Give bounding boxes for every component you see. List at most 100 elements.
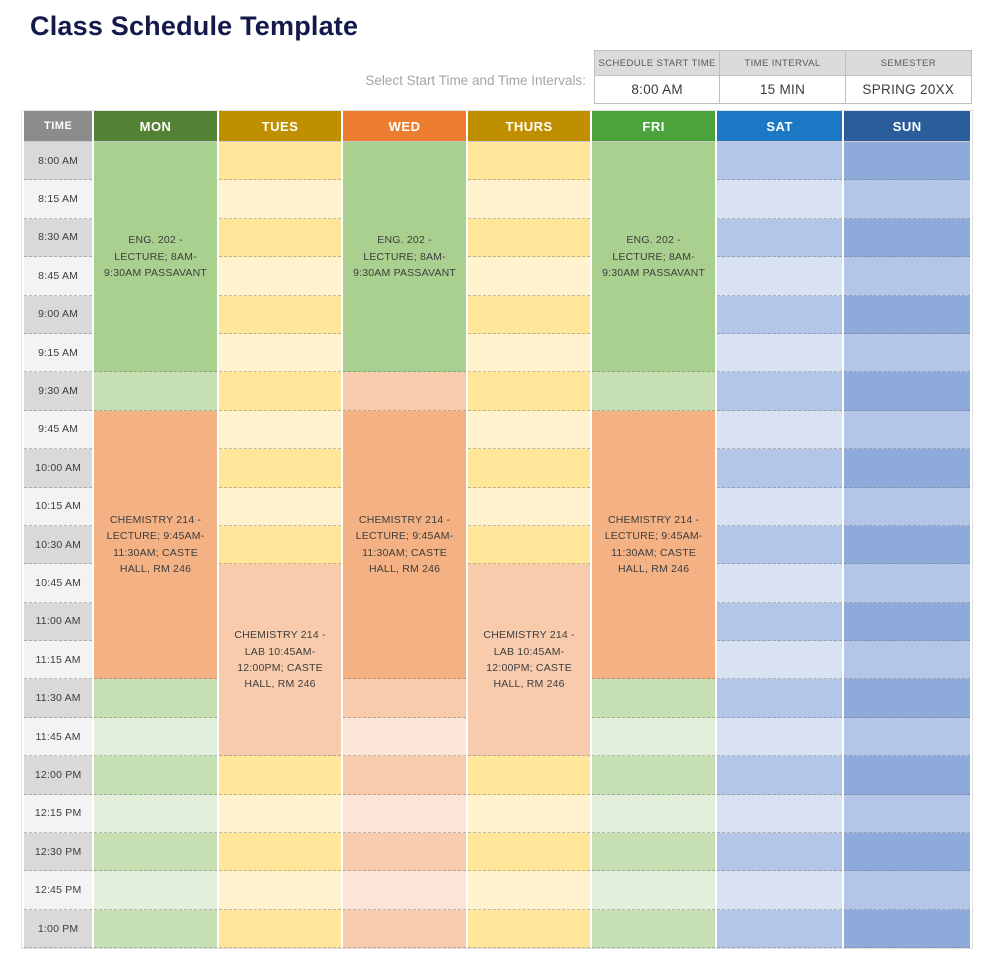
cell-mon-16[interactable] [94, 756, 217, 795]
cell-mon-14[interactable] [94, 679, 217, 718]
cell-thurs-1[interactable] [467, 180, 591, 219]
cell-thurs-16[interactable] [467, 756, 591, 795]
event-thurs-11[interactable]: CHEMISTRY 214 - LAB 10:45AM-12:00PM; CAS… [467, 564, 591, 757]
cell-tues-0[interactable] [218, 142, 342, 181]
cell-sun-12[interactable] [844, 602, 970, 642]
cell-fri-18[interactable] [592, 833, 715, 872]
cell-sat-7[interactable] [716, 410, 843, 450]
cell-wed-18[interactable] [343, 833, 466, 872]
cell-sun-10[interactable] [844, 525, 970, 565]
cell-thurs-0[interactable] [467, 142, 591, 181]
cell-tues-16[interactable] [218, 756, 342, 795]
cell-sat-12[interactable] [716, 602, 843, 642]
cell-mon-20[interactable] [94, 909, 217, 949]
cell-sun-13[interactable] [844, 641, 970, 680]
cell-sun-9[interactable] [844, 487, 970, 526]
cell-sun-14[interactable] [844, 679, 970, 718]
cell-wed-14[interactable] [343, 679, 466, 718]
cell-tues-18[interactable] [218, 833, 342, 872]
cell-sat-2[interactable] [716, 218, 843, 258]
cell-sat-17[interactable] [716, 794, 843, 834]
cell-thurs-4[interactable] [467, 295, 591, 334]
cell-sat-16[interactable] [716, 756, 843, 795]
cell-tues-5[interactable] [218, 333, 342, 373]
cell-fri-17[interactable] [592, 794, 715, 834]
cell-fri-14[interactable] [592, 679, 715, 718]
cell-fri-20[interactable] [592, 909, 715, 949]
event-wed-7[interactable]: CHEMISTRY 214 - LECTURE; 9:45AM-11:30AM;… [343, 410, 466, 680]
cell-sat-20[interactable] [716, 909, 843, 949]
cell-sat-14[interactable] [716, 679, 843, 718]
cell-sun-2[interactable] [844, 218, 970, 258]
cell-tues-7[interactable] [218, 410, 342, 450]
cell-tues-3[interactable] [218, 257, 342, 296]
cell-sat-19[interactable] [716, 871, 843, 910]
cell-sat-15[interactable] [716, 717, 843, 757]
cell-sat-4[interactable] [716, 295, 843, 334]
cell-mon-18[interactable] [94, 833, 217, 872]
cell-sun-0[interactable] [844, 142, 970, 181]
cell-fri-15[interactable] [592, 717, 715, 757]
cell-thurs-19[interactable] [467, 871, 591, 910]
cell-sun-1[interactable] [844, 180, 970, 219]
cell-tues-8[interactable] [218, 449, 342, 488]
event-mon-7[interactable]: CHEMISTRY 214 - LECTURE; 9:45AM-11:30AM;… [94, 410, 217, 680]
cell-mon-6[interactable] [94, 372, 217, 411]
cell-sun-16[interactable] [844, 756, 970, 795]
cell-thurs-8[interactable] [467, 449, 591, 488]
cell-sun-15[interactable] [844, 717, 970, 757]
cell-sat-8[interactable] [716, 449, 843, 488]
cell-tues-9[interactable] [218, 487, 342, 526]
event-tues-11[interactable]: CHEMISTRY 214 - LAB 10:45AM-12:00PM; CAS… [218, 564, 342, 757]
cell-sun-8[interactable] [844, 449, 970, 488]
cell-sat-6[interactable] [716, 372, 843, 411]
semester-value[interactable]: SPRING 20XX [845, 76, 971, 103]
time-interval-value[interactable]: 15 MIN [720, 76, 846, 103]
cell-tues-2[interactable] [218, 218, 342, 258]
cell-fri-16[interactable] [592, 756, 715, 795]
cell-thurs-10[interactable] [467, 525, 591, 565]
cell-sat-11[interactable] [716, 564, 843, 603]
schedule-start-time-value[interactable]: 8:00 AM [595, 76, 721, 103]
cell-thurs-20[interactable] [467, 909, 591, 949]
cell-sat-3[interactable] [716, 257, 843, 296]
cell-thurs-9[interactable] [467, 487, 591, 526]
cell-sun-19[interactable] [844, 871, 970, 910]
cell-sat-13[interactable] [716, 641, 843, 680]
cell-thurs-6[interactable] [467, 372, 591, 411]
cell-tues-1[interactable] [218, 180, 342, 219]
cell-mon-19[interactable] [94, 871, 217, 910]
cell-tues-10[interactable] [218, 525, 342, 565]
cell-wed-19[interactable] [343, 871, 466, 910]
cell-sun-20[interactable] [844, 909, 970, 949]
cell-wed-15[interactable] [343, 717, 466, 757]
cell-mon-15[interactable] [94, 717, 217, 757]
cell-fri-6[interactable] [592, 372, 715, 411]
event-fri-7[interactable]: CHEMISTRY 214 - LECTURE; 9:45AM-11:30AM;… [592, 410, 715, 680]
cell-thurs-3[interactable] [467, 257, 591, 296]
cell-thurs-2[interactable] [467, 218, 591, 258]
cell-sat-0[interactable] [716, 142, 843, 181]
cell-sun-6[interactable] [844, 372, 970, 411]
cell-wed-6[interactable] [343, 372, 466, 411]
cell-tues-20[interactable] [218, 909, 342, 949]
cell-sat-18[interactable] [716, 833, 843, 872]
cell-wed-17[interactable] [343, 794, 466, 834]
cell-tues-17[interactable] [218, 794, 342, 834]
event-mon-0[interactable]: ENG. 202 - LECTURE; 8AM-9:30AM PASSAVANT [94, 142, 217, 373]
cell-sun-17[interactable] [844, 794, 970, 834]
cell-tues-6[interactable] [218, 372, 342, 411]
cell-sun-11[interactable] [844, 564, 970, 603]
cell-sun-18[interactable] [844, 833, 970, 872]
cell-wed-20[interactable] [343, 909, 466, 949]
cell-thurs-18[interactable] [467, 833, 591, 872]
cell-sat-1[interactable] [716, 180, 843, 219]
cell-thurs-5[interactable] [467, 333, 591, 373]
cell-thurs-17[interactable] [467, 794, 591, 834]
cell-fri-19[interactable] [592, 871, 715, 910]
cell-sun-4[interactable] [844, 295, 970, 334]
cell-sun-5[interactable] [844, 333, 970, 373]
cell-sat-5[interactable] [716, 333, 843, 373]
event-wed-0[interactable]: ENG. 202 - LECTURE; 8AM-9:30AM PASSAVANT [343, 142, 466, 373]
cell-tues-4[interactable] [218, 295, 342, 334]
